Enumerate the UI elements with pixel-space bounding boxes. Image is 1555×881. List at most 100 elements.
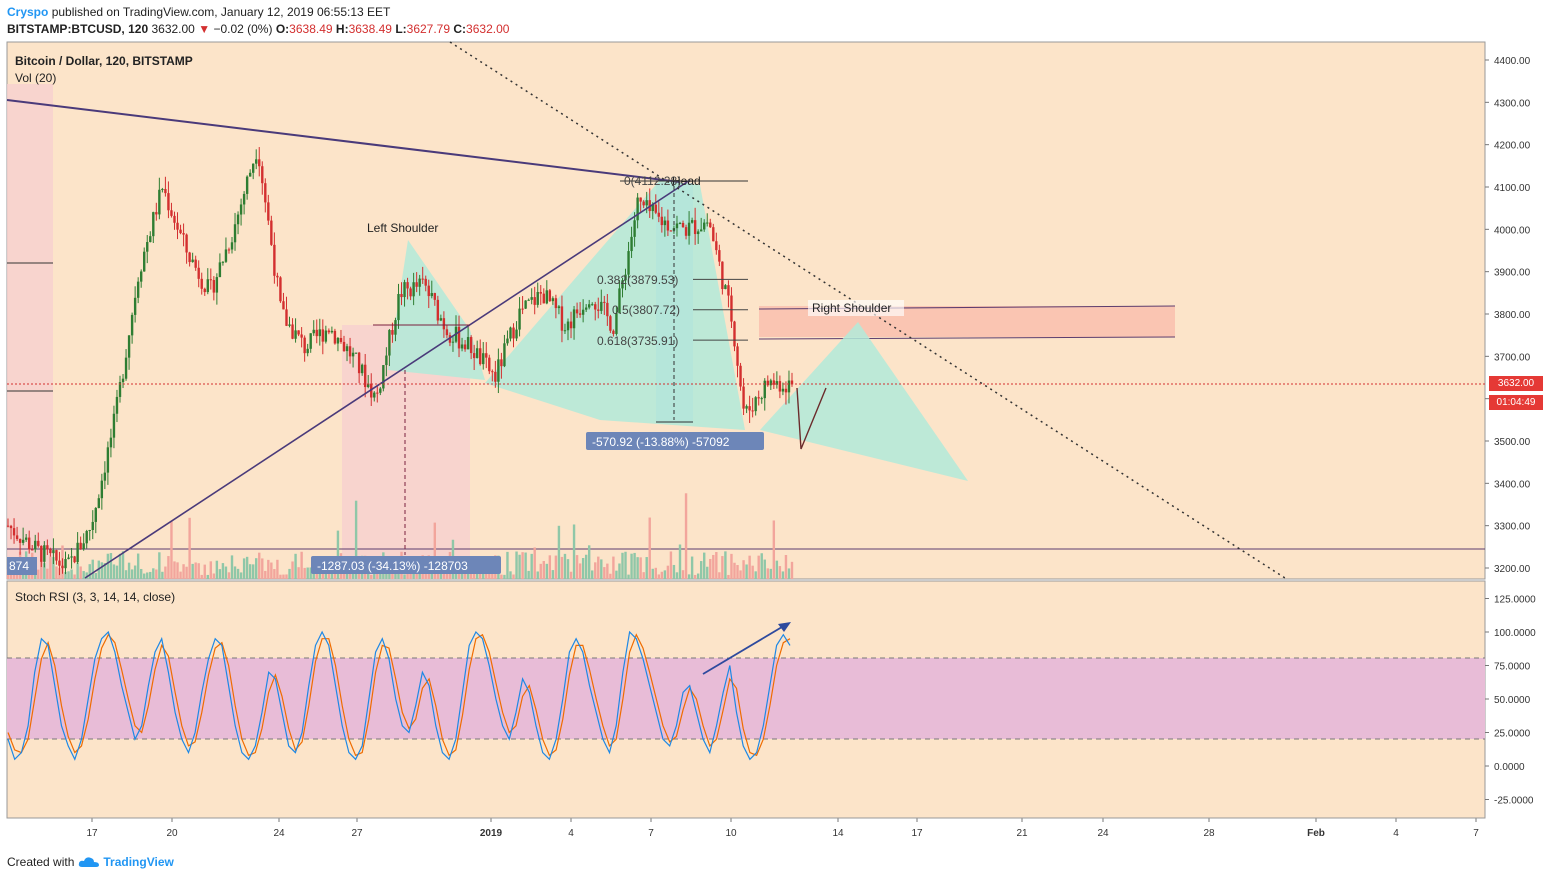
time-axis[interactable]: 17 20 24 27 2019 4 7 10 14 17 21 24 28 Feb 4 7: [86, 818, 1479, 839]
volume-bar: [139, 568, 143, 579]
time-tick-label: 7: [1473, 828, 1479, 839]
candle-body: [64, 559, 67, 569]
candle-body: [693, 220, 697, 235]
candle-body: [149, 236, 152, 243]
volume-bar: [515, 551, 518, 579]
candle-body: [533, 297, 536, 305]
candle-body: [12, 528, 16, 536]
candle-body: [448, 335, 452, 343]
candle-body: [112, 413, 116, 438]
tradingview-brand: TradingView: [103, 855, 174, 869]
price-pane[interactable]: [6, 41, 1486, 580]
candle-body: [357, 352, 361, 374]
candle-body: [530, 297, 533, 300]
volume-bar: [46, 568, 49, 579]
price-axis[interactable]: 4400.00 4300.00 4200.00 4100.00 4000.00 3900.…: [1485, 56, 1531, 575]
lower-trendline[interactable]: [84, 179, 691, 579]
volume-bar: [548, 555, 552, 579]
volume-bar: [787, 568, 791, 579]
volume-bar: [85, 572, 88, 579]
candle-body: [91, 521, 94, 531]
candle-body: [518, 308, 521, 330]
candle-body: [654, 204, 657, 213]
left-shoulder-triangle: [388, 240, 485, 380]
candle-body: [642, 201, 645, 206]
candle-body: [167, 193, 170, 211]
last-price-tag: 3632.00: [1489, 376, 1543, 391]
volume-bar: [136, 553, 140, 579]
volume-bar: [639, 557, 642, 579]
candle-body: [27, 537, 31, 550]
volume-bar: [703, 552, 706, 579]
volume-bar: [530, 553, 533, 579]
volume-bar: [706, 566, 709, 579]
time-tick-label: 2019: [480, 828, 503, 839]
time-tick-label: 7: [648, 828, 654, 839]
volume-bar: [267, 559, 270, 579]
volume-bar: [203, 564, 206, 579]
stoch-axis[interactable]: 125.0000 100.0000 75.0000 50.0000 25.0000 0.0…: [1485, 595, 1536, 807]
candle-body: [31, 549, 34, 551]
candle-body: [70, 556, 73, 558]
volume-bar: [251, 564, 255, 579]
candle-body: [754, 397, 757, 412]
candle-body: [778, 381, 782, 392]
candle-body: [261, 166, 264, 184]
volume-bar: [693, 574, 697, 579]
candle-body: [606, 302, 609, 317]
candle-body: [433, 293, 437, 300]
candle-body: [491, 371, 494, 373]
right-shoulder-label: Right Shoulder: [812, 301, 891, 315]
volume-bar: [179, 571, 182, 579]
candle-body: [551, 298, 555, 302]
candle-body: [176, 222, 179, 230]
volume-bar: [248, 564, 252, 579]
volume-bar: [500, 574, 503, 579]
volume-bar: [675, 572, 679, 579]
candle-body: [781, 388, 785, 392]
volume-bar: [130, 569, 134, 579]
volume-bar: [778, 566, 782, 579]
volume-bar: [412, 571, 415, 579]
volume-bar: [509, 571, 512, 579]
volume-bar: [146, 572, 149, 579]
volume-bar: [724, 551, 727, 579]
candle-body: [597, 309, 600, 311]
volume-bar: [12, 573, 16, 579]
volume-bar: [221, 563, 225, 579]
candle-body: [554, 298, 558, 309]
price-tick-label: 4100.00: [1494, 183, 1531, 194]
candle-body: [548, 290, 552, 302]
volume-bar: [575, 555, 579, 579]
volume-bar: [218, 569, 222, 579]
candle-body: [215, 277, 219, 293]
volume-bar: [772, 520, 776, 579]
volume-bar: [321, 572, 325, 579]
upper-trendline[interactable]: [6, 99, 681, 183]
candle-body: [115, 396, 119, 414]
volume-bar: [79, 566, 82, 579]
fib-618-label: 0.618(3735.91): [597, 334, 678, 348]
volume-bar: [630, 553, 633, 579]
measure-box-2: [586, 432, 764, 450]
pane-title: Bitcoin / Dollar, 120, BITSTAMP: [15, 54, 193, 68]
volume-bar: [472, 572, 476, 579]
candle-body: [388, 330, 391, 356]
volume-bar: [657, 574, 661, 579]
close-label: C:: [453, 22, 467, 36]
candle-body: [769, 380, 773, 386]
tradingview-logo[interactable]: TradingView: [78, 855, 174, 869]
volume-bar: [161, 571, 164, 579]
volume-bar: [354, 500, 358, 579]
author-name[interactable]: Cryspo: [7, 5, 49, 19]
fibonacci-levels[interactable]: [693, 278, 748, 341]
candle-body: [200, 278, 203, 289]
change-arrow: ▼: [198, 22, 211, 36]
candle-body: [318, 329, 321, 337]
candle-body: [757, 397, 760, 399]
volume-bar: [291, 561, 294, 579]
candle-body: [581, 309, 585, 315]
volume-bar: [581, 558, 585, 579]
candle-body: [509, 327, 512, 339]
